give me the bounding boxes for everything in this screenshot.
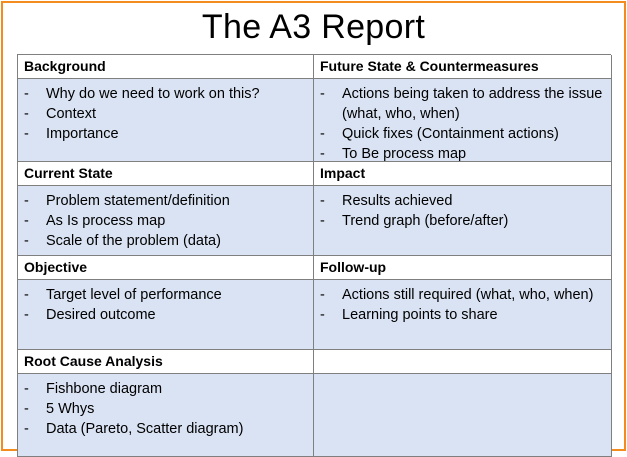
list-item-text: Target level of performance xyxy=(46,287,222,303)
list-item-text: Results achieved xyxy=(342,193,453,209)
impact-body: - Results achieved - Trend graph (before/af… xyxy=(314,186,612,256)
list-item-text: Desired outcome xyxy=(46,307,156,323)
background-body: - Why do we need to work on this? - Context… xyxy=(18,79,314,162)
bullet-dash: - xyxy=(24,421,29,437)
future-state-body: - Actions being taken to address the issu… xyxy=(314,79,612,162)
list-item: - To Be process map xyxy=(318,144,607,162)
bullet-dash: - xyxy=(24,213,29,229)
list-item: - Quick fixes (Containment actions) xyxy=(318,124,607,144)
bullet-dash: - xyxy=(320,146,325,162)
empty-heading-cell xyxy=(314,350,612,374)
empty-body-cell xyxy=(314,374,612,457)
list-item: - Context xyxy=(22,104,309,124)
list-item-text: Context xyxy=(46,106,96,122)
list-item-text: Importance xyxy=(46,126,119,142)
background-heading: Background xyxy=(18,55,314,79)
list-item: - Learning points to share xyxy=(318,305,607,325)
list-item: - Data (Pareto, Scatter diagram) xyxy=(22,419,309,439)
bullet-dash: - xyxy=(24,287,29,303)
bullet-dash: - xyxy=(24,401,29,417)
bullet-dash: - xyxy=(320,287,325,303)
bullet-dash: - xyxy=(24,307,29,323)
page-title: The A3 Report xyxy=(201,8,426,46)
list-item-text: Quick fixes (Containment actions) xyxy=(342,126,559,142)
list-item-text: As Is process map xyxy=(46,213,166,229)
bullet-dash: - xyxy=(24,193,29,209)
list-item: - Actions being taken to address the issu… xyxy=(318,84,607,124)
root-cause-body: - Fishbone diagram - 5 Whys - Data (Pareto, S… xyxy=(18,374,314,457)
list-item: - 5 Whys xyxy=(22,399,309,419)
list-item: - As Is process map xyxy=(22,211,309,231)
list-item: - Problem statement/definition xyxy=(22,191,309,211)
list-item-text: Actions still required (what, who, when) xyxy=(342,287,594,303)
list-item: - Trend graph (before/after) xyxy=(318,211,607,231)
bullet-dash: - xyxy=(320,86,325,102)
background-list: - Why do we need to work on this? - Context… xyxy=(22,84,309,144)
follow-up-heading: Follow-up xyxy=(314,256,612,280)
future-state-heading: Future State & Countermeasures xyxy=(314,55,612,79)
root-cause-list: - Fishbone diagram - 5 Whys - Data (Pareto, S… xyxy=(22,379,309,439)
bullet-dash: - xyxy=(320,126,325,142)
current-state-list: - Problem statement/definition - As Is proc… xyxy=(22,191,309,251)
list-item: - Importance xyxy=(22,124,309,144)
bullet-dash: - xyxy=(320,307,325,323)
list-item: - Fishbone diagram xyxy=(22,379,309,399)
list-item-text: Problem statement/definition xyxy=(46,193,230,209)
bullet-dash: - xyxy=(24,126,29,142)
list-item: - Why do we need to work on this? xyxy=(22,84,309,104)
a3-table: Background Future State & Countermeasure… xyxy=(17,54,612,457)
list-item: - Desired outcome xyxy=(22,305,309,325)
list-item-text: To Be process map xyxy=(342,146,467,162)
list-item-text: Fishbone diagram xyxy=(46,381,163,397)
list-item-text: Why do we need to work on this? xyxy=(46,86,260,102)
current-state-body: - Problem statement/definition - As Is proc… xyxy=(18,186,314,256)
future-state-list: - Actions being taken to address the issu… xyxy=(318,84,607,162)
list-item: - Results achieved xyxy=(318,191,607,211)
objective-heading: Objective xyxy=(18,256,314,280)
list-item: - Actions still required (what, who, when… xyxy=(318,285,607,305)
list-item: - Scale of the problem (data) xyxy=(22,231,309,251)
objective-body: - Target level of performance - Desired out… xyxy=(18,280,314,350)
impact-heading: Impact xyxy=(314,162,612,186)
list-item-text: Learning points to share xyxy=(342,307,498,323)
objective-list: - Target level of performance - Desired out… xyxy=(22,285,309,325)
root-cause-heading: Root Cause Analysis xyxy=(18,350,314,374)
impact-list: - Results achieved - Trend graph (before/af… xyxy=(318,191,607,231)
bullet-dash: - xyxy=(24,86,29,102)
bullet-dash: - xyxy=(320,213,325,229)
bullet-dash: - xyxy=(320,193,325,209)
follow-up-body: - Actions still required (what, who, when… xyxy=(314,280,612,350)
current-state-heading: Current State xyxy=(18,162,314,186)
list-item: - Target level of performance xyxy=(22,285,309,305)
list-item-text: Data (Pareto, Scatter diagram) xyxy=(46,421,244,437)
list-item-text: Trend graph (before/after) xyxy=(342,213,509,229)
list-item-text: Scale of the problem (data) xyxy=(46,233,221,249)
bullet-dash: - xyxy=(24,381,29,397)
bullet-dash: - xyxy=(24,106,29,122)
bullet-dash: - xyxy=(24,233,29,249)
list-item-text: 5 Whys xyxy=(46,401,95,417)
follow-up-list: - Actions still required (what, who, when… xyxy=(318,285,607,325)
list-item-text: Actions being taken to address the issue… xyxy=(342,86,603,122)
